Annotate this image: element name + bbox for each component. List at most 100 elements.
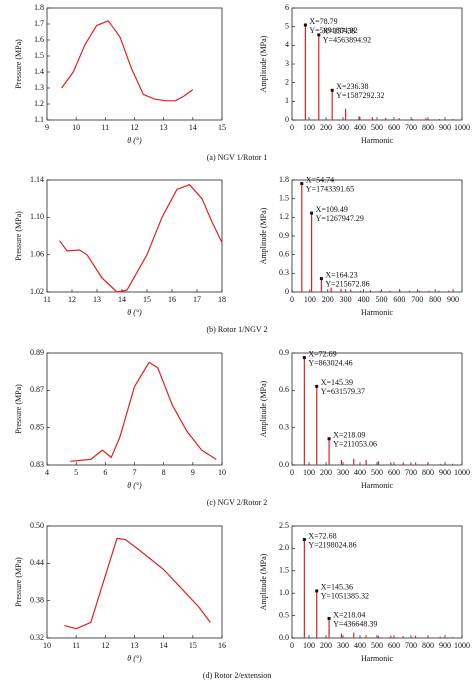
x-tick-label: 100 [303,641,315,650]
peak-marker [315,589,319,593]
x-tick-label: 0 [290,123,294,132]
x-tick-label: 1000 [454,123,470,132]
y-tick-label: 1.10 [30,212,44,221]
peak-annotation: X=236.38 [336,82,368,91]
y-tick-label: 0.5 [279,610,289,619]
y-tick-label: 1 [285,96,289,105]
x-axis-label: θ (°) [127,136,142,145]
x-tick-label: 18 [218,295,226,304]
x-tick-label: 900 [439,641,451,650]
y-axis-label: Pressure (MPa) [14,557,23,607]
y-tick-label: 1.1 [34,115,44,124]
x-tick-label: 17 [193,295,201,304]
y-tick-label: 0 [285,115,289,124]
x-tick-label: 13 [93,295,101,304]
y-axis-label: Pressure (MPa) [14,211,23,261]
y-tick-label: 0.3 [279,422,289,431]
x-tick-label: 800 [422,123,434,132]
y-tick-label: 0.32 [30,633,44,642]
peak-annotation: X=164.23 [325,270,357,279]
peak-annotation: Y=1743391.65 [306,184,354,193]
x-tick-label: 500 [371,468,383,477]
y-tick-label: 0.87 [30,385,44,394]
x-tick-label: 11 [72,641,80,650]
x-tick-label: 15 [218,123,226,132]
y-axis-label: Amplitude (MPa) [259,207,268,264]
x-tick-label: 10 [43,641,51,650]
peak-annotation: Y=1587292.32 [336,91,384,100]
x-tick-label: 200 [320,123,332,132]
x-tick-label: 600 [388,468,400,477]
caption: (c) NGV 2/Rotor 2 [207,498,268,507]
y-tick-label: 2 [285,77,289,86]
x-tick-label: 700 [405,123,417,132]
x-tick-label: 5 [74,468,78,477]
peak-marker [315,384,319,388]
y-tick-label: 0.83 [30,460,44,469]
peak-annotation: Y=1051385.32 [321,592,369,601]
plot-frame [46,352,223,466]
peak-annotation: Y=2198024.86 [308,540,356,549]
y-tick-label: 1.7 [34,19,44,28]
x-tick-label: 9 [191,468,195,477]
peak-annotation: X=145.39 [321,378,353,387]
x-tick-label: 300 [340,295,352,304]
y-tick-label: 2.5 [279,521,289,530]
x-tick-label: 12 [101,641,109,650]
x-tick-label: 11 [43,295,51,304]
x-tick-label: 11 [101,123,109,132]
x-tick-label: 400 [354,123,366,132]
y-tick-label: 1.4 [34,67,44,76]
x-tick-label: 900 [439,123,451,132]
y-tick-label: 0.44 [30,558,44,567]
x-tick-label: 12 [131,123,139,132]
plot-frame [291,179,463,293]
y-tick-label: 0.9 [279,231,289,240]
x-tick-label: 4 [45,468,49,477]
peak-annotation: X=78.79 [309,17,337,26]
peak-annotation: X=157.58 [323,27,355,36]
peak-annotation: Y=5091804.92 [309,26,357,35]
plot-frame [46,179,223,293]
data-line [61,20,194,102]
y-axis-label: Pressure (MPa) [14,39,23,89]
y-tick-label: 1.5 [279,193,289,202]
peak-marker [319,277,323,281]
x-tick-label: 800 [429,295,441,304]
peak-annotation: X=109.49 [316,205,348,214]
x-tick-label: 0 [290,641,294,650]
caption: (a) NGV 1/Rotor 1 [207,153,268,162]
plot-frame [46,525,223,639]
x-tick-label: 300 [337,123,349,132]
x-tick-label: 700 [411,295,423,304]
y-axis-label: Amplitude (MPa) [259,553,268,610]
peak-annotation: Y=436648.39 [333,619,377,628]
peak-annotation: X=145.36 [321,583,353,592]
y-tick-label: 0 [285,287,289,296]
x-axis-label: Harmonic [361,308,393,317]
x-tick-label: 0 [290,468,294,477]
x-tick-label: 400 [358,295,370,304]
y-tick-label: 1.6 [34,35,44,44]
x-tick-label: 600 [388,123,400,132]
y-tick-label: 0.85 [30,422,44,431]
peak-annotation: X=72.68 [308,531,336,540]
peak-annotation: X=218.04 [333,610,365,619]
data-line [59,184,223,293]
peak-annotation: Y=4563894.92 [323,36,371,45]
x-tick-label: 300 [337,641,349,650]
x-tick-label: 800 [422,641,434,650]
peak-marker [300,182,304,186]
x-tick-label: 700 [405,468,417,477]
y-tick-label: 1.02 [30,287,44,296]
peak-annotation: Y=1267947.29 [316,214,364,223]
peak-marker [310,211,314,215]
x-axis-label: Harmonic [361,654,393,663]
y-tick-label: 1.3 [34,83,44,92]
x-tick-label: 600 [393,295,405,304]
peak-marker [303,23,307,27]
x-axis-label: θ (°) [127,481,142,490]
x-tick-label: 13 [160,123,168,132]
x-tick-label: 100 [303,123,315,132]
